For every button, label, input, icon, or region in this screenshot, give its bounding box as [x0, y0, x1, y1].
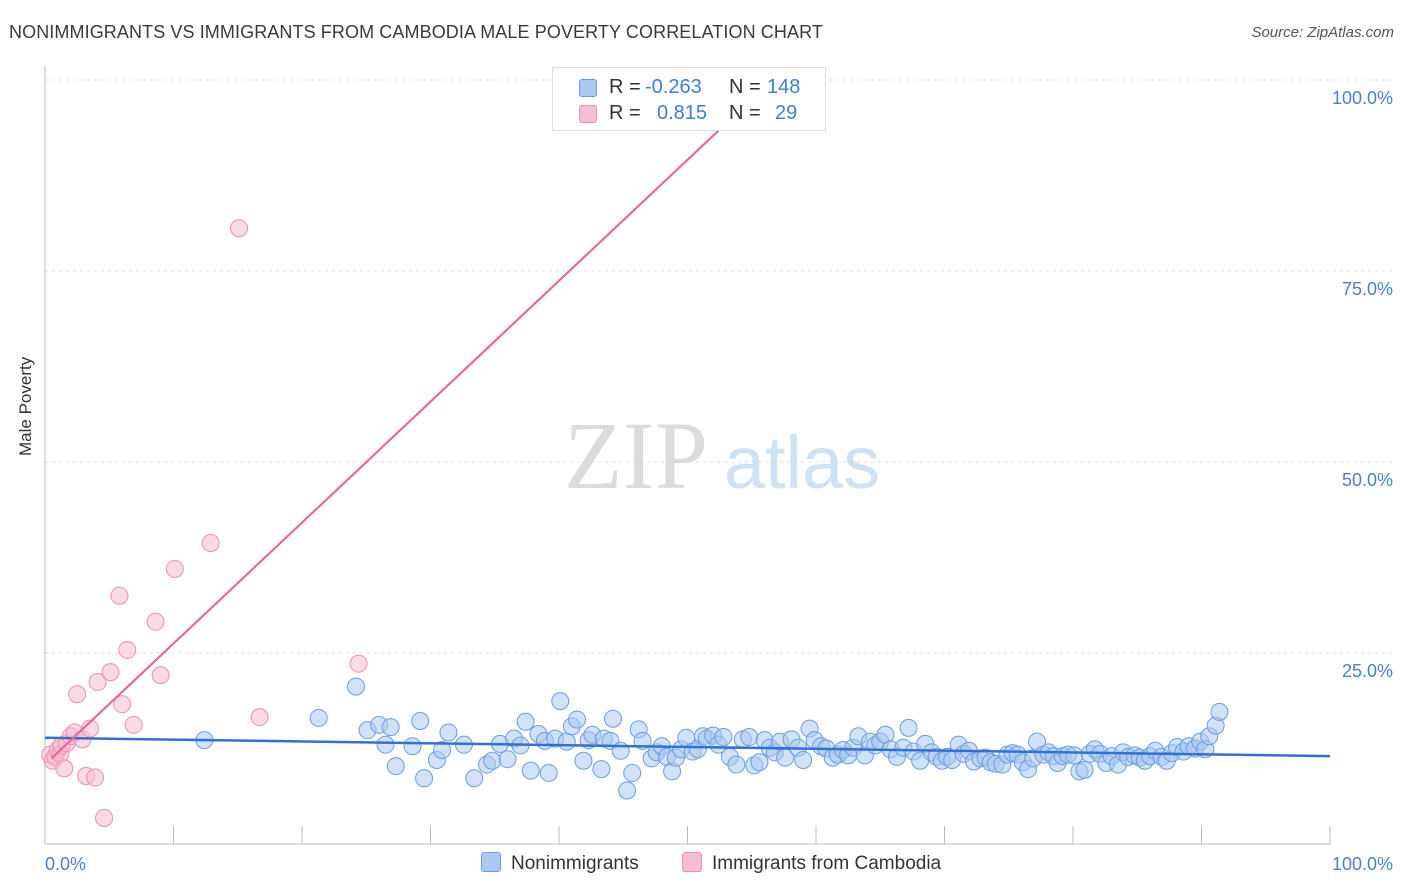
data-point-immigrants-cambodia — [101, 663, 120, 682]
r-label: R = — [609, 76, 641, 98]
chart-source: Source: ZipAtlas.com — [1251, 24, 1394, 41]
data-point-nonimmigrants — [618, 781, 637, 800]
data-point-immigrants-cambodia — [165, 559, 184, 578]
n-value: 29 — [775, 102, 798, 124]
gridlines — [45, 79, 1392, 654]
series-nonimmigrants — [195, 677, 1229, 800]
legend-swatch-pink — [579, 105, 597, 123]
n-value: 148 — [767, 76, 801, 98]
legend-item-immigrants-cambodia[interactable]: Immigrants from Cambodia — [682, 852, 941, 875]
y-tick-label: 50.0% — [1342, 470, 1393, 490]
data-point-immigrants-cambodia — [124, 715, 143, 734]
axes — [44, 66, 1331, 845]
data-point-immigrants-cambodia — [146, 612, 165, 631]
data-point-nonimmigrants — [465, 769, 484, 788]
trend-line-nonimmigrants — [44, 736, 1331, 758]
data-point-nonimmigrants — [516, 712, 535, 731]
legend-label: Nonimmigrants — [511, 853, 639, 874]
data-point-nonimmigrants — [794, 750, 813, 769]
x-tick-label: 0.0% — [45, 854, 86, 874]
data-point-immigrants-cambodia — [88, 673, 107, 692]
data-point-nonimmigrants — [386, 757, 405, 776]
data-point-nonimmigrants — [403, 737, 422, 756]
chart-title: NONIMMIGRANTS VS IMMIGRANTS FROM CAMBODI… — [9, 22, 823, 42]
data-point-nonimmigrants — [557, 732, 576, 751]
data-point-nonimmigrants — [1210, 702, 1229, 721]
data-point-nonimmigrants — [592, 760, 611, 779]
data-point-nonimmigrants — [603, 709, 622, 728]
legend-swatch-blue — [481, 852, 501, 872]
data-point-immigrants-cambodia — [250, 708, 269, 727]
legend-label: Immigrants from Cambodia — [712, 853, 942, 874]
data-point-nonimmigrants — [309, 708, 328, 727]
data-point-immigrants-cambodia — [230, 219, 249, 238]
data-point-immigrants-cambodia — [113, 695, 132, 714]
data-point-immigrants-cambodia — [349, 654, 368, 673]
y-tick-labels: 25.0% 50.0% 75.0% 100.0% — [1332, 88, 1393, 681]
data-point-nonimmigrants — [415, 769, 434, 788]
watermark-atlas: atlas — [724, 421, 880, 504]
data-point-nonimmigrants — [551, 692, 570, 711]
data-point-nonimmigrants — [539, 763, 558, 782]
data-point-immigrants-cambodia — [110, 586, 129, 605]
n-label: N = — [729, 76, 761, 98]
trend-lines — [44, 79, 1331, 760]
data-point-nonimmigrants — [381, 718, 400, 737]
data-point-immigrants-cambodia — [151, 666, 170, 685]
watermark: ZIP atlas — [564, 402, 880, 509]
data-point-nonimmigrants — [714, 728, 733, 747]
data-point-nonimmigrants — [567, 710, 586, 729]
r-value: 0.815 — [657, 102, 708, 124]
data-point-nonimmigrants — [623, 763, 642, 782]
data-point-nonimmigrants — [498, 750, 517, 769]
series-legend: Nonimmigrants Immigrants from Cambodia — [0, 852, 1406, 876]
data-point-nonimmigrants — [439, 723, 458, 742]
data-point-immigrants-cambodia — [68, 685, 87, 704]
legend-swatch-pink — [682, 852, 702, 872]
stats-legend: R = -0.263 N = 148 R = 0.815 N = 29 — [552, 67, 826, 131]
x-tick-labels: 0.0% 100.0% — [45, 854, 1393, 874]
trend-line-immigrants-cambodia — [50, 79, 774, 760]
data-point-nonimmigrants — [376, 735, 395, 754]
data-point-nonimmigrants — [483, 751, 502, 770]
data-point-nonimmigrants — [346, 677, 365, 696]
n-label: N = — [729, 102, 761, 124]
data-point-nonimmigrants — [411, 711, 430, 730]
legend-item-nonimmigrants[interactable]: Nonimmigrants — [481, 852, 639, 875]
data-point-nonimmigrants — [433, 741, 452, 760]
y-tick-label: 25.0% — [1342, 661, 1393, 681]
data-point-immigrants-cambodia — [118, 640, 137, 659]
data-point-nonimmigrants — [1075, 760, 1094, 779]
y-tick-label: 75.0% — [1342, 279, 1393, 299]
data-point-nonimmigrants — [521, 761, 540, 780]
data-point-nonimmigrants — [1065, 746, 1084, 765]
legend-swatch-blue — [579, 79, 597, 97]
data-point-immigrants-cambodia — [86, 768, 105, 787]
data-point-nonimmigrants — [740, 728, 759, 747]
data-point-immigrants-cambodia — [80, 719, 99, 738]
data-point-nonimmigrants — [899, 718, 918, 737]
y-tick-label: 100.0% — [1332, 88, 1393, 108]
r-label: R = — [609, 102, 641, 124]
x-tick-label: 100.0% — [1332, 854, 1393, 874]
data-point-nonimmigrants — [574, 751, 593, 770]
data-point-nonimmigrants — [750, 753, 769, 772]
data-point-immigrants-cambodia — [95, 809, 114, 828]
data-point-immigrants-cambodia — [201, 533, 220, 552]
r-value: -0.263 — [645, 76, 702, 98]
watermark-zip: ZIP — [564, 402, 708, 509]
data-point-immigrants-cambodia — [55, 759, 74, 778]
data-point-nonimmigrants — [727, 755, 746, 774]
